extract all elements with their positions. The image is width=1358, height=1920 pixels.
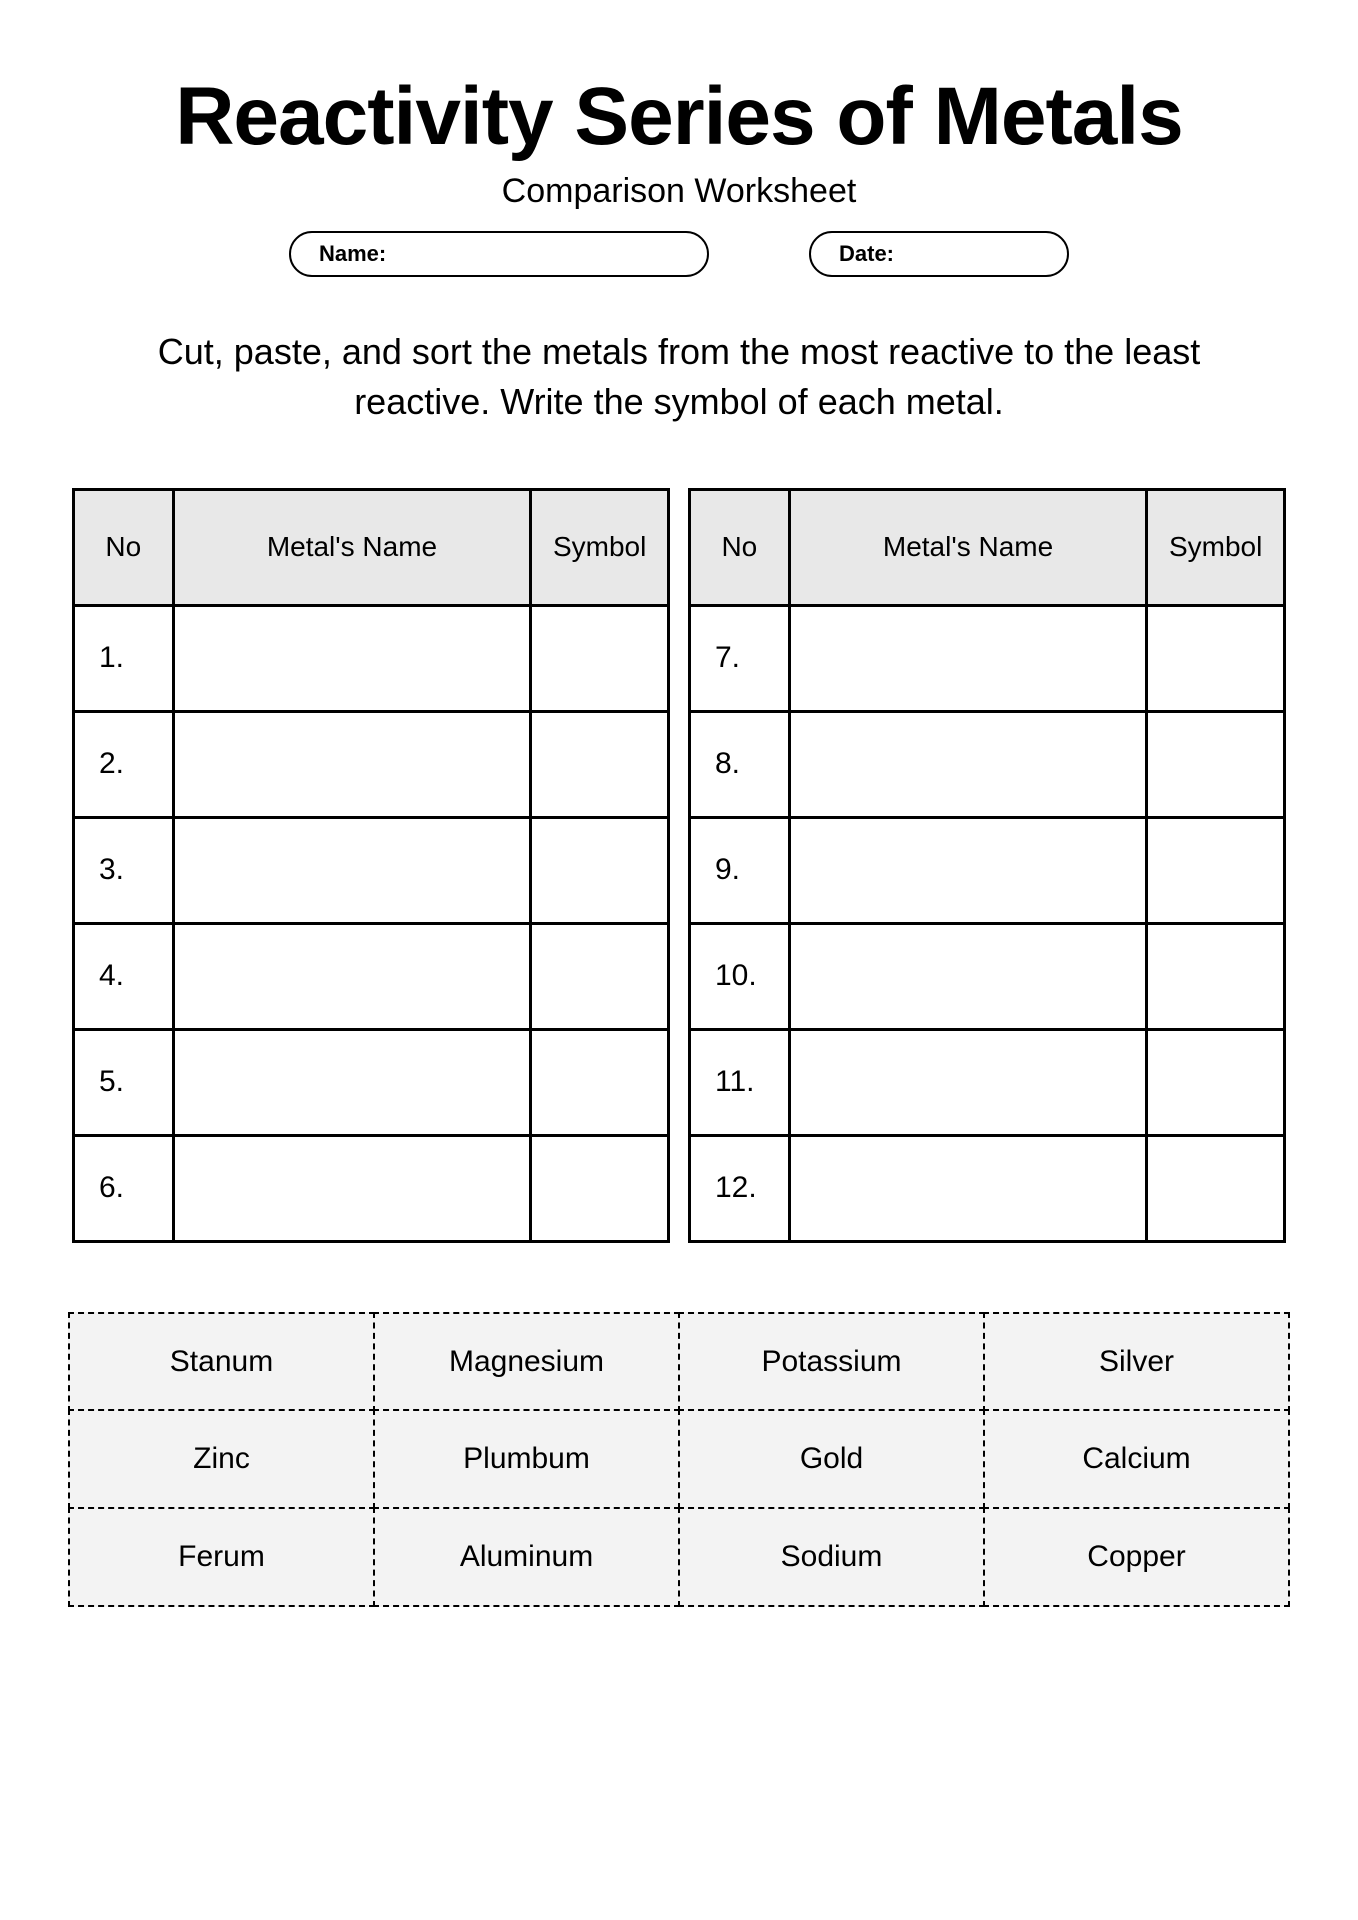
cutout-item[interactable]: Sodium <box>678 1507 986 1607</box>
symbol-cell[interactable] <box>531 923 669 1029</box>
metal-name-cell[interactable] <box>173 605 531 711</box>
cutout-item[interactable]: Gold <box>678 1409 986 1509</box>
table-header-row: No Metal's Name Symbol <box>690 489 1285 605</box>
symbol-cell[interactable] <box>1147 1029 1285 1135</box>
cutout-item[interactable]: Potassium <box>678 1312 986 1412</box>
cutout-item[interactable]: Calcium <box>983 1409 1291 1509</box>
table-row: 11. <box>690 1029 1285 1135</box>
metal-name-cell[interactable] <box>789 1135 1147 1241</box>
table-row: 5. <box>74 1029 669 1135</box>
row-number: 9. <box>690 817 790 923</box>
cutout-item[interactable]: Copper <box>983 1507 1291 1607</box>
table-row: 6. <box>74 1135 669 1241</box>
metal-name-cell[interactable] <box>789 605 1147 711</box>
cutout-item[interactable]: Zinc <box>68 1409 376 1509</box>
name-field[interactable]: Name: <box>289 231 709 277</box>
symbol-cell[interactable] <box>531 605 669 711</box>
table-row: 7. <box>690 605 1285 711</box>
symbol-cell[interactable] <box>531 711 669 817</box>
table-header-row: No Metal's Name Symbol <box>74 489 669 605</box>
metal-name-cell[interactable] <box>789 817 1147 923</box>
metal-name-cell[interactable] <box>789 1029 1147 1135</box>
col-header-name: Metal's Name <box>789 489 1147 605</box>
table-row: 3. <box>74 817 669 923</box>
symbol-cell[interactable] <box>531 817 669 923</box>
cutout-item[interactable]: Ferum <box>68 1507 376 1607</box>
table-row: 10. <box>690 923 1285 1029</box>
cutout-item[interactable]: Silver <box>983 1312 1291 1412</box>
metal-name-cell[interactable] <box>789 923 1147 1029</box>
metals-table-left: No Metal's Name Symbol 1. 2. 3. 4. 5. 6. <box>72 488 670 1243</box>
cutout-item[interactable]: Plumbum <box>373 1409 681 1509</box>
col-header-symbol: Symbol <box>531 489 669 605</box>
row-number: 1. <box>74 605 174 711</box>
col-header-no: No <box>690 489 790 605</box>
row-number: 4. <box>74 923 174 1029</box>
row-number: 11. <box>690 1029 790 1135</box>
symbol-cell[interactable] <box>1147 605 1285 711</box>
cutout-item[interactable]: Magnesium <box>373 1312 681 1412</box>
metal-name-cell[interactable] <box>173 1135 531 1241</box>
metal-name-cell[interactable] <box>173 817 531 923</box>
cutout-grid: Stanum Magnesium Potassium Silver Zinc P… <box>69 1313 1289 1606</box>
page-subtitle: Comparison Worksheet <box>60 172 1298 211</box>
row-number: 5. <box>74 1029 174 1135</box>
metal-name-cell[interactable] <box>173 711 531 817</box>
col-header-symbol: Symbol <box>1147 489 1285 605</box>
table-row: 9. <box>690 817 1285 923</box>
table-row: 4. <box>74 923 669 1029</box>
row-number: 7. <box>690 605 790 711</box>
metal-name-cell[interactable] <box>173 923 531 1029</box>
symbol-cell[interactable] <box>1147 1135 1285 1241</box>
table-row: 8. <box>690 711 1285 817</box>
page-title: Reactivity Series of Metals <box>60 70 1298 164</box>
col-header-no: No <box>74 489 174 605</box>
col-header-name: Metal's Name <box>173 489 531 605</box>
worksheet-page: Reactivity Series of Metals Comparison W… <box>0 0 1358 1685</box>
date-label: Date: <box>839 241 894 267</box>
name-label: Name: <box>319 241 386 267</box>
symbol-cell[interactable] <box>1147 711 1285 817</box>
symbol-cell[interactable] <box>1147 817 1285 923</box>
symbol-cell[interactable] <box>531 1135 669 1241</box>
row-number: 8. <box>690 711 790 817</box>
tables-container: No Metal's Name Symbol 1. 2. 3. 4. 5. 6.… <box>60 488 1298 1243</box>
symbol-cell[interactable] <box>1147 923 1285 1029</box>
cutout-item[interactable]: Aluminum <box>373 1507 681 1607</box>
identity-row: Name: Date: <box>60 231 1298 277</box>
row-number: 12. <box>690 1135 790 1241</box>
row-number: 3. <box>74 817 174 923</box>
instructions-text: Cut, paste, and sort the metals from the… <box>110 327 1248 428</box>
metals-table-right: No Metal's Name Symbol 7. 8. 9. 10. 11. … <box>688 488 1286 1243</box>
table-row: 1. <box>74 605 669 711</box>
metal-name-cell[interactable] <box>173 1029 531 1135</box>
table-row: 2. <box>74 711 669 817</box>
symbol-cell[interactable] <box>531 1029 669 1135</box>
metal-name-cell[interactable] <box>789 711 1147 817</box>
date-field[interactable]: Date: <box>809 231 1069 277</box>
row-number: 6. <box>74 1135 174 1241</box>
cutout-item[interactable]: Stanum <box>68 1312 376 1412</box>
row-number: 10. <box>690 923 790 1029</box>
row-number: 2. <box>74 711 174 817</box>
table-row: 12. <box>690 1135 1285 1241</box>
